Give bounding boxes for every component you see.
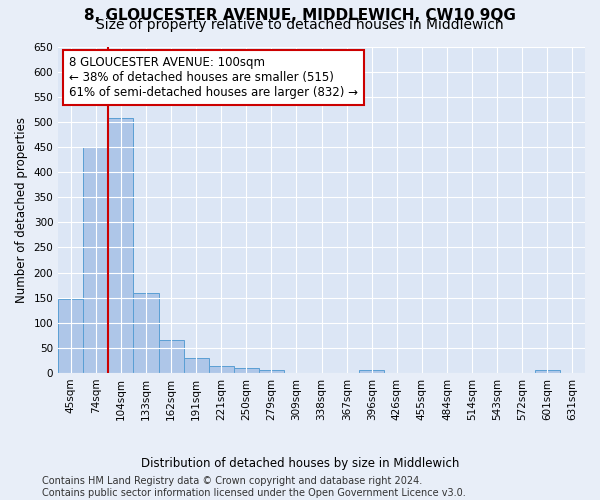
- Bar: [109, 118, 133, 373]
- Y-axis label: Number of detached properties: Number of detached properties: [15, 117, 28, 303]
- Bar: [58, 298, 83, 373]
- Bar: [133, 292, 158, 373]
- Bar: [259, 370, 284, 373]
- Text: Size of property relative to detached houses in Middlewich: Size of property relative to detached ho…: [96, 18, 504, 32]
- Bar: [535, 370, 560, 373]
- Bar: [83, 147, 109, 373]
- Bar: [184, 358, 209, 373]
- Bar: [158, 340, 184, 373]
- Bar: [209, 366, 234, 373]
- Bar: [234, 368, 259, 373]
- Text: Contains HM Land Registry data © Crown copyright and database right 2024.
Contai: Contains HM Land Registry data © Crown c…: [42, 476, 466, 498]
- Text: 8 GLOUCESTER AVENUE: 100sqm
← 38% of detached houses are smaller (515)
61% of se: 8 GLOUCESTER AVENUE: 100sqm ← 38% of det…: [69, 56, 358, 100]
- Text: Distribution of detached houses by size in Middlewich: Distribution of detached houses by size …: [141, 458, 459, 470]
- Text: 8, GLOUCESTER AVENUE, MIDDLEWICH, CW10 9QG: 8, GLOUCESTER AVENUE, MIDDLEWICH, CW10 9…: [84, 8, 516, 22]
- Bar: [359, 370, 385, 373]
